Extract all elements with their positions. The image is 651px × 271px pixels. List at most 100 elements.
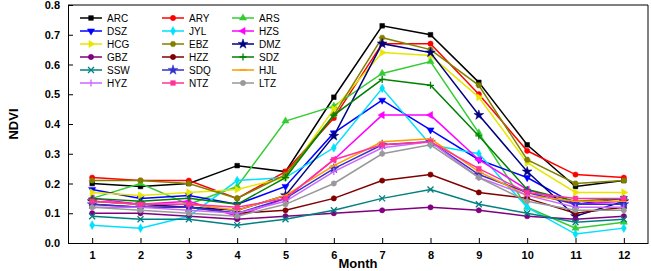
point-marker: [380, 208, 385, 213]
tick: 0.4: [45, 118, 73, 130]
tick-mark: [141, 238, 142, 243]
legend-label: JYL: [189, 26, 207, 37]
series-line: [92, 26, 624, 187]
point-marker: [380, 142, 385, 147]
point-marker: [90, 221, 95, 230]
point-marker: [525, 148, 530, 153]
tick: 0.6: [45, 59, 73, 71]
point-marker: [138, 208, 143, 213]
tick-label: 4: [235, 249, 242, 261]
y-axis-title: NDVI: [6, 108, 21, 139]
legend-entry: NTZ: [162, 78, 208, 89]
legend-label: DSZ: [107, 26, 127, 37]
tick: 0.0: [45, 237, 73, 249]
tick-mark: [479, 238, 480, 243]
point-marker: [573, 196, 578, 201]
legend-label: ARC: [107, 13, 128, 24]
series: [90, 140, 626, 210]
point-marker: [428, 140, 433, 149]
legend-entry: SSW: [80, 65, 130, 76]
legend-label: GBZ: [107, 52, 128, 63]
point-marker: [621, 208, 626, 213]
point-marker: [428, 172, 433, 177]
point-marker: [573, 208, 578, 213]
chart: 1234567891011120.00.10.20.30.40.50.60.70…: [0, 0, 651, 271]
point-marker: [525, 142, 530, 147]
point-marker: [426, 47, 436, 56]
point-marker: [573, 219, 579, 225]
tick-label: 9: [476, 249, 482, 261]
tick-mark: [624, 238, 625, 243]
series: [87, 137, 629, 218]
point-marker: [235, 186, 241, 193]
point-marker: [235, 196, 240, 201]
point-marker: [573, 181, 579, 186]
point-marker: [333, 168, 334, 175]
point-marker: [524, 175, 531, 181]
series: [89, 76, 628, 208]
point-marker: [138, 178, 143, 183]
legend-marker: [90, 80, 91, 87]
series: [90, 84, 627, 239]
tick-label: 10: [522, 249, 534, 261]
tick-mark: [576, 238, 577, 243]
tick: 8: [428, 238, 434, 261]
legend-label: HYZ: [107, 78, 127, 89]
legend-entry: DSZ: [80, 26, 127, 37]
tick: 0.5: [45, 88, 73, 100]
legend-entry: JYL: [162, 26, 207, 37]
tick-mark: [92, 238, 93, 243]
tick: 0.3: [45, 148, 73, 160]
legend-marker: [88, 54, 93, 59]
legend-entry: HJL: [232, 65, 277, 76]
series-line: [92, 62, 624, 229]
series-line: [92, 142, 624, 213]
point-marker: [620, 196, 627, 202]
legend-marker: [240, 54, 247, 61]
point-marker: [380, 84, 385, 93]
point-marker: [138, 192, 144, 199]
legend-marker: [89, 40, 95, 47]
tick-mark: [68, 184, 73, 185]
point-marker: [428, 142, 433, 147]
point-marker: [234, 196, 240, 201]
point-marker: [331, 196, 336, 201]
legend-entry: DMZ: [232, 39, 281, 50]
legend-marker: [239, 27, 245, 34]
series: [90, 142, 627, 219]
tick: 0.2: [45, 178, 73, 190]
legend-entry: ARY: [162, 13, 210, 24]
point-marker: [428, 32, 433, 37]
point-marker: [621, 196, 626, 201]
point-marker: [235, 214, 240, 219]
legend-entry: HYZ: [80, 78, 127, 89]
point-marker: [186, 211, 191, 216]
point-marker: [89, 178, 95, 183]
series: [92, 138, 624, 216]
tick-label: 8: [428, 249, 434, 261]
tick-mark: [68, 243, 73, 244]
point-marker: [187, 189, 193, 196]
frame: [648, 5, 649, 243]
point-marker: [474, 110, 484, 119]
tick-mark: [286, 238, 287, 243]
point-marker: [621, 224, 626, 233]
point-marker: [138, 202, 143, 207]
series-line: [92, 38, 624, 199]
tick-label: 5: [283, 249, 289, 261]
tick-label: 11: [570, 249, 582, 261]
point-marker: [283, 208, 288, 213]
point-marker: [524, 157, 530, 162]
point-marker: [90, 205, 95, 210]
point-marker: [186, 202, 191, 207]
tick: 4: [235, 238, 242, 261]
legend-marker: [240, 69, 247, 70]
tick: 0.8: [45, 0, 73, 11]
tick-label: 0.5: [45, 88, 60, 100]
tick-label: 3: [186, 249, 192, 261]
tick-mark: [68, 213, 73, 214]
point-marker: [330, 165, 337, 166]
point-marker: [427, 82, 434, 89]
legend-marker: [171, 81, 176, 86]
series-line: [92, 44, 624, 217]
